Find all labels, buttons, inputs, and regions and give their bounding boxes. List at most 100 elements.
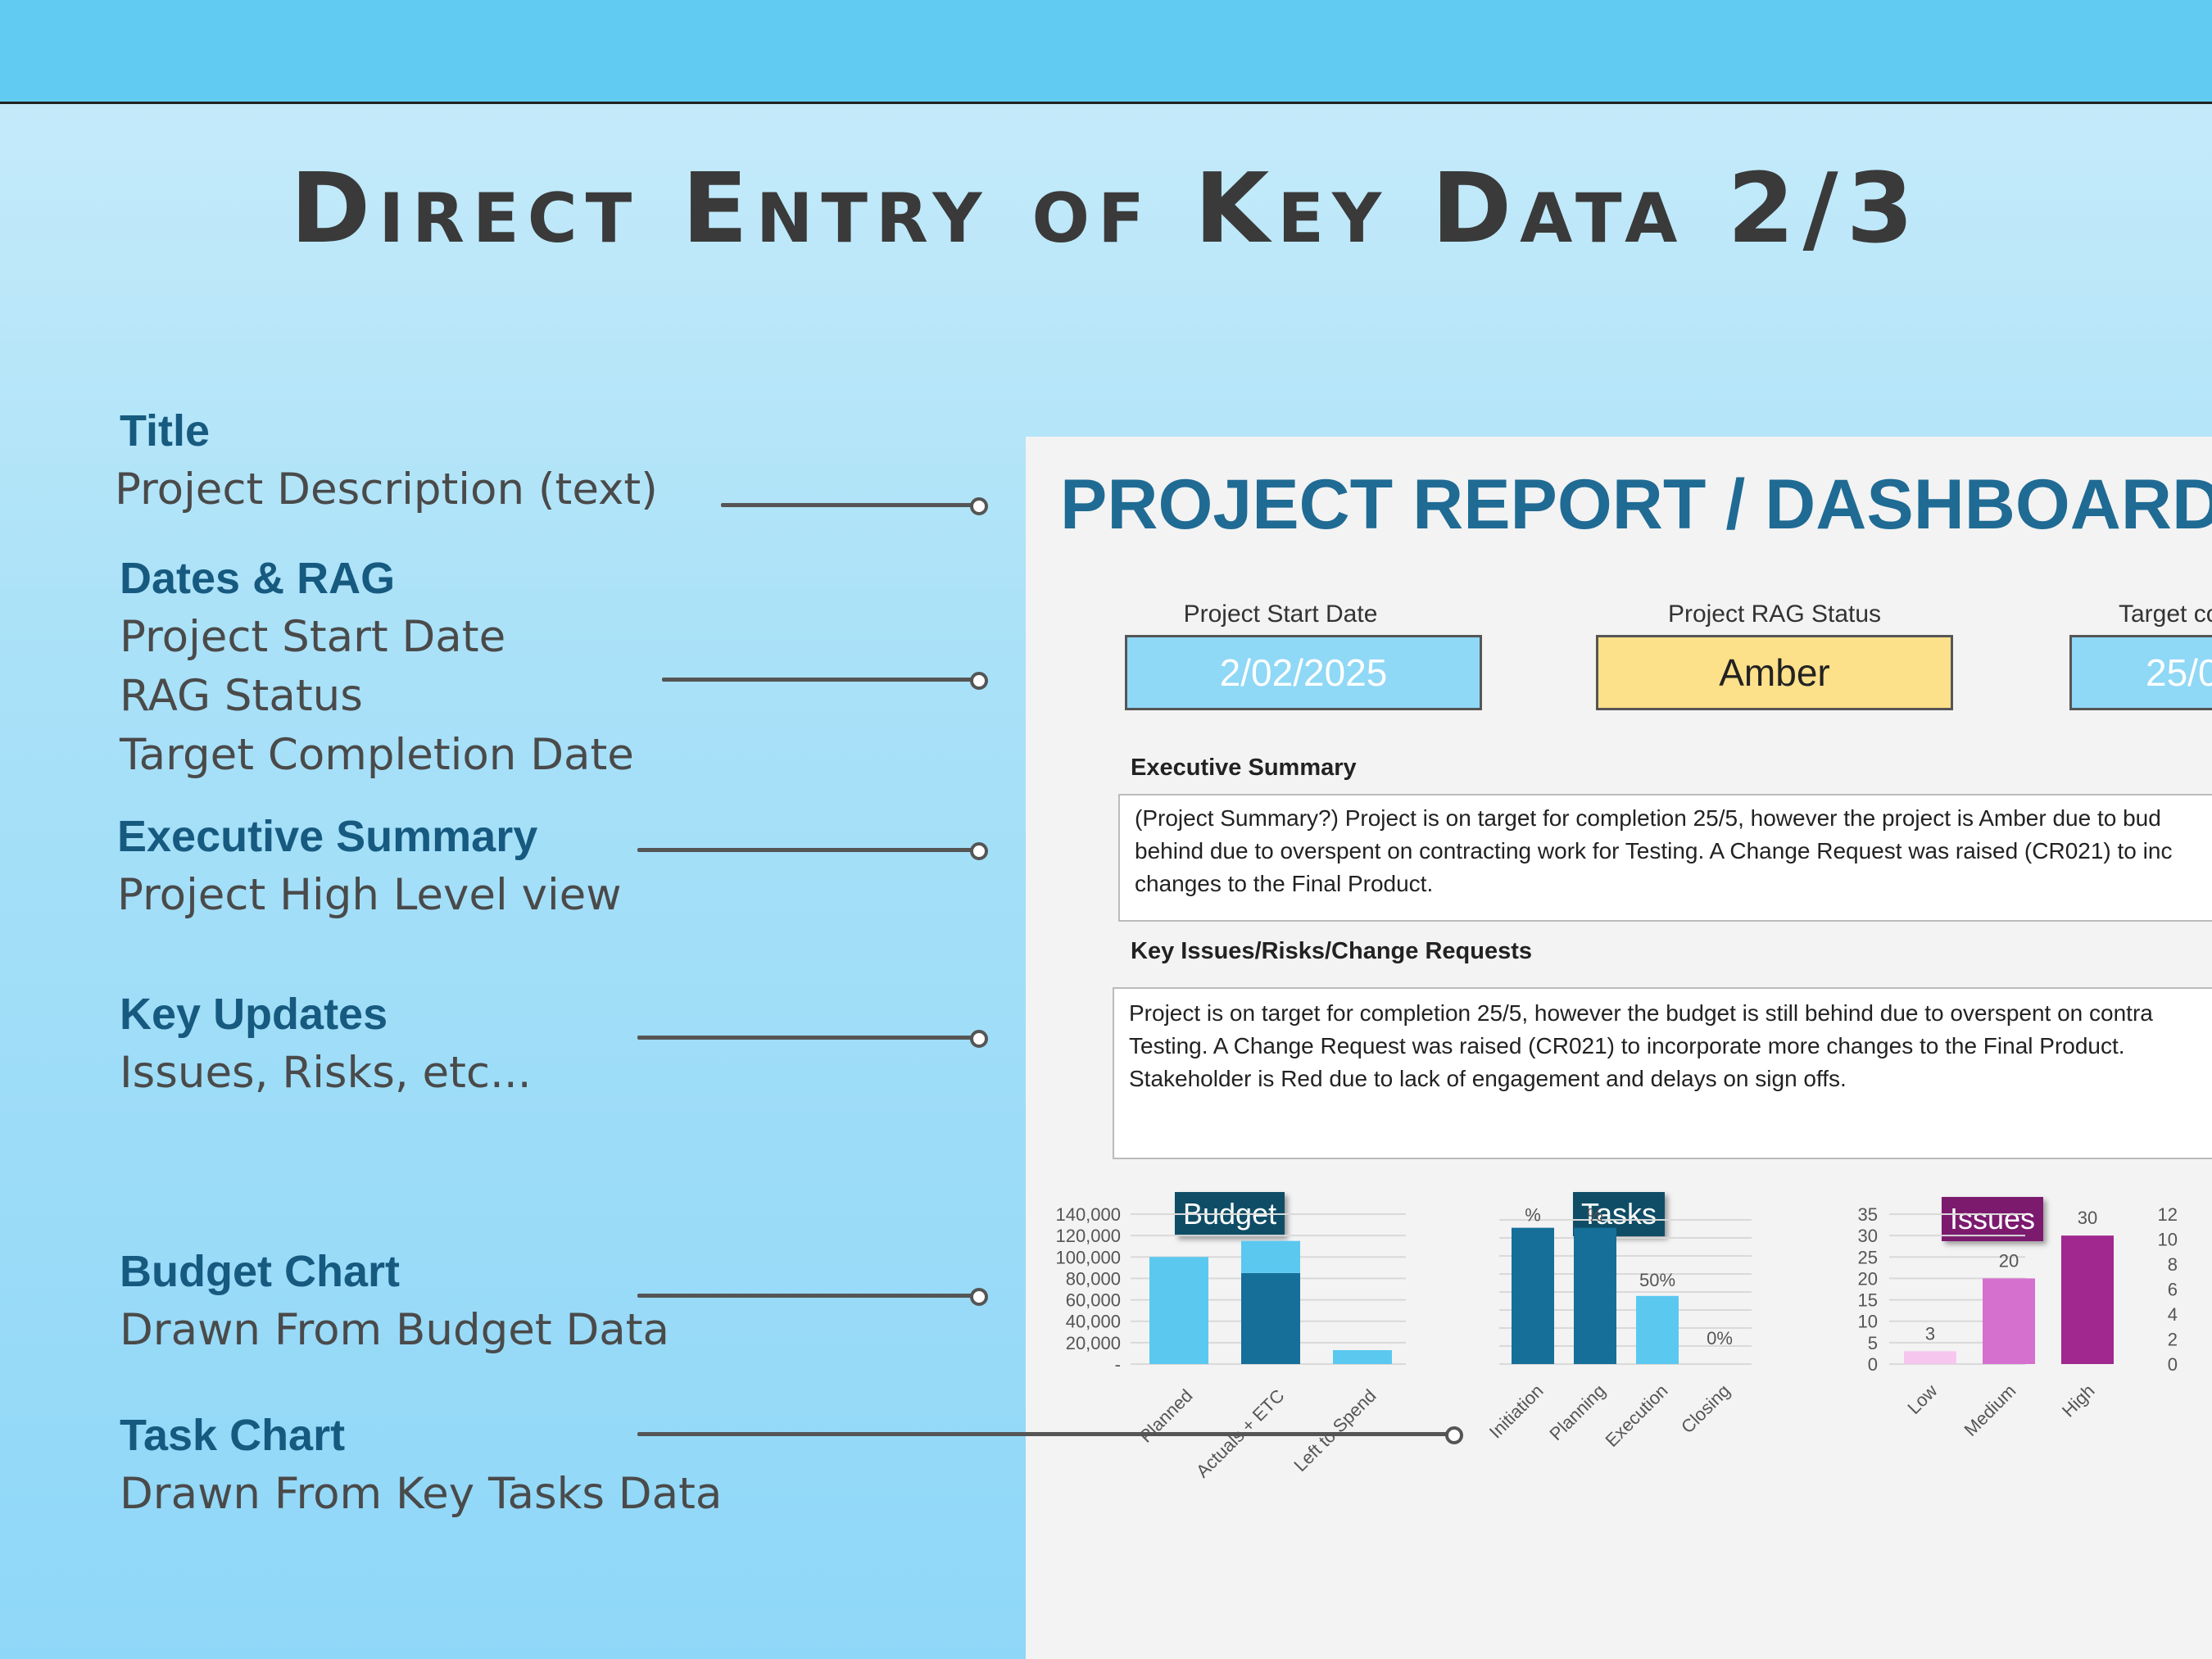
annotation-line: Project Description (text) (115, 465, 658, 514)
budget-ytick-label: 20,000 (1066, 1333, 1121, 1353)
connector-dot (970, 1288, 988, 1306)
summary-line: (Project Summary?) Project is on target … (1135, 805, 2161, 831)
key-issues-label: Key Issues/Risks/Change Requests (1131, 938, 1532, 964)
issues-bar (1983, 1278, 2035, 1364)
annotation-line: RAG Status (120, 671, 363, 721)
annotation-executive-summary: Executive Summary Project High Level vie… (117, 807, 622, 925)
issues-line: Testing. A Change Request was raised (CR… (1129, 1033, 2125, 1058)
budget-ytick-label: 80,000 (1066, 1268, 1121, 1289)
tasks-bar (1636, 1295, 1679, 1364)
key-issues-textbox[interactable]: Project is on target for completion 25/5… (1113, 987, 2212, 1159)
issues-ytick-label: 15 (1858, 1290, 1878, 1311)
issues-chart-badge: Issues (1942, 1197, 2044, 1241)
annotation-line: Drawn From Budget Data (120, 1305, 670, 1355)
connector-dot (970, 497, 988, 515)
tasks-xtick-label: Initiation (1485, 1380, 1548, 1443)
tasks-data-label-pct: % (1525, 1205, 1541, 1226)
chart4-ytick-label: 12 (2158, 1204, 2178, 1225)
connector-tasks (637, 1432, 1450, 1436)
dashboard-title: PROJECT REPORT / DASHBOARD 25/ (1060, 465, 2212, 544)
top-banner (0, 0, 2212, 104)
chart4-ytick-label: 8 (2168, 1254, 2178, 1275)
connector-dot (970, 1030, 988, 1048)
tasks-bar (1512, 1227, 1554, 1364)
budget-ytick-label: - (1115, 1354, 1121, 1375)
annotation-heading: Key Updates (120, 990, 388, 1039)
rag-status-label: Project RAG Status (1667, 601, 1882, 628)
annotation-line: Issues, Risks, etc... (120, 1048, 532, 1098)
tasks-xtick-label: Execution (1602, 1380, 1672, 1451)
connector-dates (662, 678, 978, 682)
chart4-ytick-label: 0 (2168, 1354, 2178, 1375)
annotation-line: Target Completion Date (120, 730, 634, 780)
target-date-field[interactable]: 25/0 (2069, 635, 2212, 710)
charts-area: -20,00040,00060,00080,000100,000120,0001… (1055, 1204, 2178, 1481)
connector-dot (970, 672, 988, 690)
annotation-heading: Title (120, 406, 211, 456)
tasks-data-label-pct: % (1587, 1205, 1603, 1226)
issues-ytick-label: 30 (1858, 1226, 1878, 1246)
budget-xtick-label: Left to Spend (1290, 1385, 1380, 1475)
tasks-xtick-label: Closing (1677, 1380, 1734, 1438)
chart4-ytick-label: 10 (2158, 1230, 2178, 1250)
annotation-budget-chart: Budget Chart Drawn From Budget Data (120, 1242, 669, 1360)
budget-ytick-label: 120,000 (1055, 1226, 1121, 1246)
budget-xtick-label: Planned (1135, 1385, 1197, 1447)
budget-ytick-label: 60,000 (1066, 1290, 1121, 1311)
annotation-line: Project High Level view (117, 870, 622, 920)
annotation-key-updates: Key Updates Issues, Risks, etc... (120, 985, 532, 1103)
connector-dot (970, 842, 988, 860)
budget-bar (1333, 1350, 1392, 1364)
budget-bar (1149, 1257, 1208, 1364)
issues-data-label: 20 (1999, 1250, 2019, 1271)
connector-dot (1445, 1426, 1463, 1444)
start-date-field[interactable]: 2/02/2025 (1125, 635, 1482, 710)
annotation-heading: Dates & RAG (120, 554, 396, 603)
issues-ytick-label: 10 (1858, 1312, 1878, 1332)
budget-bar-etc (1241, 1240, 1300, 1273)
dashboard-preview: PROJECT REPORT / DASHBOARD 25/ Project S… (1026, 437, 2212, 1659)
connector-summary (637, 848, 978, 852)
issues-line: Project is on target for completion 25/5… (1129, 1000, 2153, 1026)
annotation-dates-rag: Dates & RAG Project Start Date RAG Statu… (120, 549, 634, 785)
issues-bar (2061, 1235, 2114, 1364)
issues-ytick-label: 20 (1858, 1268, 1878, 1289)
annotation-line: Project Start Date (120, 612, 506, 662)
issues-ytick-label: 5 (1868, 1333, 1878, 1353)
summary-line: changes to the Final Product. (1135, 871, 1434, 896)
target-date-label: Target co (2119, 601, 2212, 628)
summary-line: behind due to overspent on contracting w… (1135, 838, 2173, 863)
annotation-title: Title Project Description (text) (115, 401, 658, 519)
budget-bar (1241, 1272, 1300, 1364)
tasks-chart-badge: Tasks (1573, 1192, 1666, 1236)
issues-xtick-label: Medium (1960, 1380, 2020, 1440)
tasks-data-label: 0% (1707, 1328, 1733, 1349)
budget-ytick-label: 140,000 (1055, 1204, 1121, 1225)
annotation-heading: Budget Chart (120, 1247, 400, 1296)
executive-summary-textbox[interactable]: (Project Summary?) Project is on target … (1118, 794, 2212, 922)
budget-ytick-label: 40,000 (1066, 1312, 1121, 1332)
issues-ytick-label: 0 (1868, 1354, 1878, 1375)
tasks-data-label: 50% (1639, 1270, 1675, 1290)
executive-summary-label: Executive Summary (1131, 755, 1357, 781)
annotation-line: Drawn From Key Tasks Data (120, 1469, 723, 1519)
connector-budget (637, 1294, 978, 1298)
rag-status-field[interactable]: Amber (1596, 635, 1953, 710)
chart4-ytick-label: 6 (2168, 1280, 2178, 1300)
issues-line: Stakeholder is Red due to lack of engage… (1129, 1066, 1847, 1091)
annotation-task-chart: Task Chart Drawn From Key Tasks Data (120, 1406, 722, 1524)
tasks-bar (1574, 1227, 1616, 1364)
start-date-label: Project Start Date (1183, 601, 1378, 628)
issues-xtick-label: Low (1903, 1380, 1941, 1418)
issues-data-label: 3 (1925, 1323, 1935, 1344)
tasks-xtick-label: Planning (1545, 1380, 1609, 1444)
issues-ytick-label: 25 (1858, 1247, 1878, 1267)
issues-xtick-label: High (2058, 1380, 2099, 1421)
issues-ytick-label: 35 (1858, 1204, 1878, 1225)
issues-data-label: 30 (2078, 1208, 2097, 1228)
issues-bar (1904, 1351, 1956, 1364)
chart4-ytick-label: 2 (2168, 1330, 2178, 1350)
budget-ytick-label: 100,000 (1055, 1247, 1121, 1267)
connector-updates (637, 1036, 978, 1040)
annotation-heading: Task Chart (120, 1411, 346, 1460)
